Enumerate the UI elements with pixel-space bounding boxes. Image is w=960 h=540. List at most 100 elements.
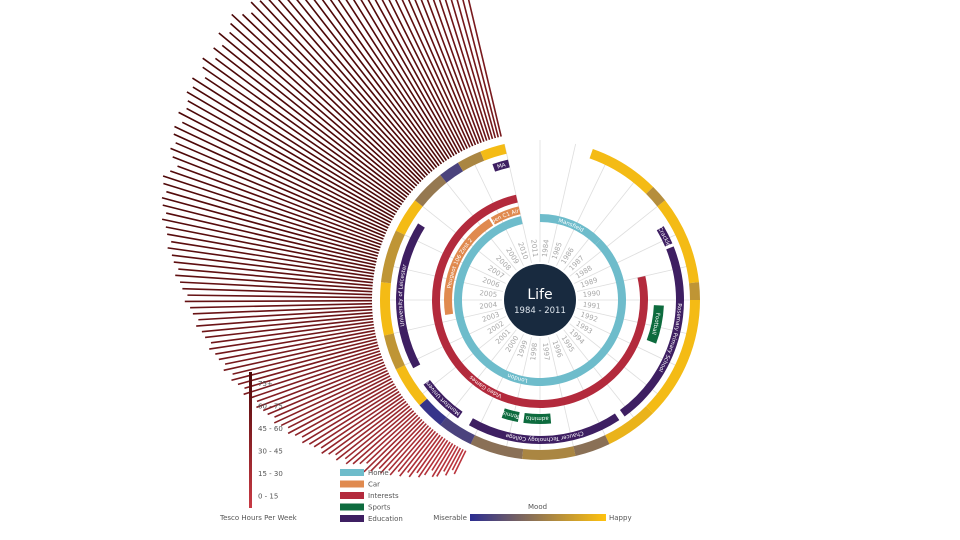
center-title: Life 1984 - 2011 [504, 264, 576, 336]
legend-label-interests: Interests [368, 492, 399, 500]
tesco-bar [221, 44, 410, 196]
tesco-bar [184, 299, 373, 303]
tesco-bar [162, 175, 381, 249]
tesco-bar [202, 66, 403, 206]
education-band [468, 413, 620, 444]
tesco-bar [237, 344, 379, 386]
tesco-bar [320, 393, 402, 449]
tesco-bar [172, 156, 384, 240]
mood-segment [589, 148, 654, 194]
tesco-bar [256, 355, 383, 403]
legend-swatch-sports [340, 503, 364, 511]
tesco-bar [389, 427, 432, 476]
mood-segment [380, 282, 394, 336]
legend-swatch-interests [340, 492, 364, 499]
tesco-bar [273, 369, 388, 424]
center-circle [504, 264, 576, 336]
tesco-bar [321, 0, 443, 165]
tesco-bar [229, 31, 414, 191]
tesco-bar [180, 281, 373, 293]
tesco-bar [267, 364, 386, 416]
legend-swatch-home [340, 469, 364, 476]
tesco-bar [453, 450, 467, 475]
tesco-bar [181, 121, 390, 226]
tesco-bar [388, 425, 430, 471]
tesco-bar [378, 421, 425, 470]
spoke-1986 [556, 155, 610, 266]
tesco-bar [426, 0, 482, 143]
year-label-1997: 1997 [541, 342, 551, 361]
mood-ring [380, 144, 700, 460]
tesco-bar [417, 438, 446, 478]
mood-legend: Mood Miserable Happy [433, 503, 631, 522]
year-label-2004: 2004 [479, 301, 498, 311]
mood-segment [657, 200, 699, 284]
tesco-bar [161, 218, 376, 266]
tesco-legend-bar [249, 372, 252, 508]
tesco-bar [244, 347, 380, 390]
mood-segment [646, 186, 666, 207]
tesco-bar [186, 91, 396, 216]
tesco-bar [256, 358, 384, 409]
tesco-bar [173, 133, 388, 232]
tesco-bar [381, 0, 463, 152]
tesco-bar [201, 314, 373, 333]
tesco-bar [175, 274, 373, 290]
tesco-bar [210, 320, 374, 344]
tesco-bar [420, 0, 479, 145]
tesco-bar [432, 0, 485, 142]
tesco-bar [215, 326, 375, 355]
mood-legend-title: Mood [528, 503, 547, 511]
home-band-label: London [506, 371, 528, 383]
education-band-label: University of Leicester [398, 263, 409, 327]
tesco-bar [178, 111, 392, 224]
tesco-bar [431, 441, 451, 471]
legend-label-sports: Sports [368, 504, 391, 512]
tesco-bar [196, 311, 373, 327]
mood-segment [419, 398, 447, 426]
spoke-1988 [569, 199, 666, 277]
tesco-bar [462, 0, 500, 138]
education-band [396, 223, 425, 369]
tesco-bar [209, 323, 374, 350]
category-legend: Home Car Interests Sports Education [340, 469, 403, 523]
tesco-bar [444, 447, 462, 476]
spoke-1987 [563, 174, 641, 271]
tesco-bar [401, 0, 471, 148]
tesco-bar [274, 367, 387, 418]
mood-legend-high: Happy [609, 514, 632, 522]
tesco-bar [408, 434, 441, 478]
tesco-bin-label: 45 - 60 [258, 425, 283, 433]
legend-label-home: Home [368, 469, 389, 477]
tesco-bar [366, 414, 419, 464]
mood-segment [395, 365, 428, 406]
education-band [619, 246, 684, 417]
tesco-bar [277, 0, 431, 174]
mood-segment [440, 162, 464, 183]
education-band [656, 226, 673, 247]
tesco-bar [438, 0, 488, 141]
tesco-bar [294, 380, 394, 437]
home-band [540, 214, 601, 245]
tesco-bar [223, 335, 377, 372]
sports-band [523, 412, 552, 424]
tesco-bar [308, 388, 398, 445]
mood-segment [457, 151, 485, 172]
mood-segment [522, 446, 576, 460]
mood-segment [573, 435, 610, 456]
tesco-bar [186, 107, 393, 221]
tesco-bar [451, 448, 464, 471]
chart-subtitle: 1984 - 2011 [514, 306, 566, 316]
tesco-bar [394, 0, 468, 149]
spoke-2009 [439, 174, 517, 271]
tesco-bar [397, 429, 434, 473]
mood-segment [414, 174, 447, 207]
tesco-bar [407, 432, 439, 473]
tesco-bar [163, 182, 380, 252]
tesco-bar [218, 329, 375, 361]
tesco-bar [363, 416, 421, 473]
car-band [444, 218, 494, 316]
tesco-bar [178, 268, 373, 287]
tesco-bar [335, 403, 409, 461]
sports-band-label: Football [650, 312, 660, 335]
